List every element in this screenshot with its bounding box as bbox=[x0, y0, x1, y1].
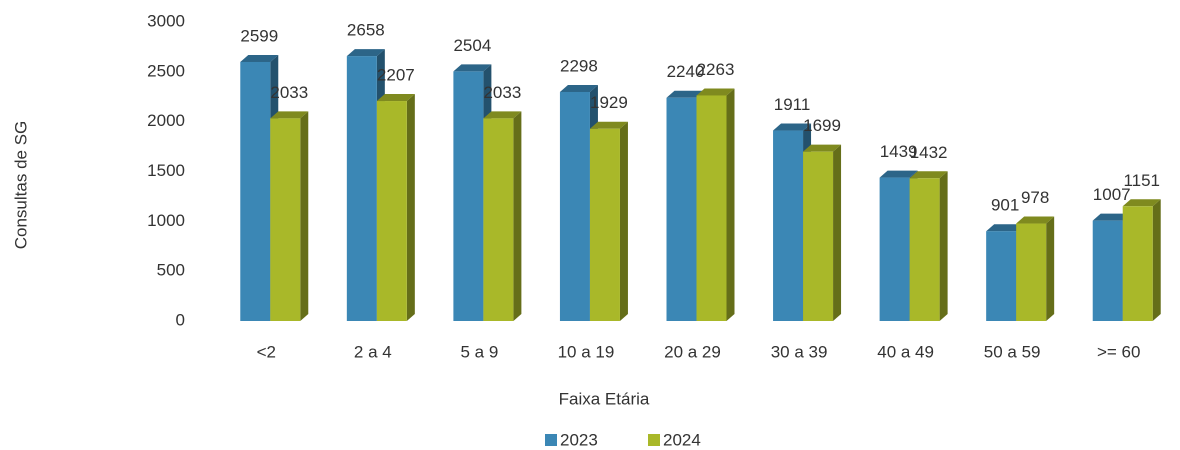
bar-front bbox=[803, 151, 834, 321]
y-tick-label: 2000 bbox=[147, 111, 185, 130]
bar-side bbox=[300, 111, 309, 321]
legend-label: 2023 bbox=[560, 430, 598, 449]
bar-front bbox=[270, 118, 301, 321]
x-tick-label: 2 a 4 bbox=[354, 342, 392, 361]
value-label: 2240 bbox=[667, 62, 705, 81]
bar-top bbox=[986, 224, 1025, 232]
value-label: 1699 bbox=[803, 116, 841, 135]
y-tick-label: 3000 bbox=[147, 11, 185, 30]
value-label: 1007 bbox=[1093, 185, 1131, 204]
bar-front bbox=[453, 71, 484, 322]
x-tick-label: 40 a 49 bbox=[877, 342, 934, 361]
bar-top bbox=[909, 171, 948, 179]
legend-label: 2024 bbox=[663, 430, 701, 449]
bar-front bbox=[666, 97, 697, 321]
y-tick-label: 0 bbox=[176, 310, 185, 329]
value-label: 1432 bbox=[910, 143, 948, 162]
x-tick-label: 10 a 19 bbox=[558, 342, 615, 361]
bar-top bbox=[879, 170, 918, 178]
bar bbox=[1016, 216, 1055, 321]
bar-top bbox=[483, 111, 522, 119]
bar bbox=[270, 111, 309, 321]
y-tick-label: 2500 bbox=[147, 61, 185, 80]
bar-top bbox=[1092, 213, 1131, 221]
bar-side bbox=[619, 121, 628, 321]
y-axis-label: Consultas de SG bbox=[11, 121, 30, 250]
bar-top bbox=[803, 144, 842, 152]
bar bbox=[696, 88, 735, 321]
bar-side bbox=[1046, 216, 1055, 321]
bar bbox=[909, 171, 948, 321]
bar-side bbox=[939, 171, 948, 321]
bar-front bbox=[909, 178, 940, 321]
bar-side bbox=[1152, 199, 1161, 321]
value-label: 2504 bbox=[453, 36, 491, 55]
bar bbox=[1122, 199, 1161, 321]
value-label: 2658 bbox=[347, 21, 385, 40]
bar bbox=[483, 111, 522, 321]
bar-top bbox=[376, 94, 415, 102]
bar-front bbox=[559, 91, 590, 321]
bar-top bbox=[773, 123, 812, 131]
bar-front bbox=[483, 118, 514, 321]
value-label: 978 bbox=[1021, 188, 1049, 207]
value-label: 2033 bbox=[483, 83, 521, 102]
value-label: 2263 bbox=[697, 60, 735, 79]
bar-front bbox=[376, 101, 407, 321]
x-axis-label: Faixa Etária bbox=[559, 389, 650, 408]
value-label: 2599 bbox=[240, 26, 278, 45]
bar bbox=[376, 94, 415, 321]
x-tick-label: <2 bbox=[257, 342, 276, 361]
bar-front bbox=[773, 130, 804, 321]
value-label: 1439 bbox=[880, 142, 918, 161]
legend-swatch bbox=[648, 434, 660, 446]
value-label: 1151 bbox=[1123, 171, 1160, 190]
bar-side bbox=[406, 94, 415, 321]
bar-front bbox=[589, 128, 620, 321]
x-tick-label: >= 60 bbox=[1097, 342, 1141, 361]
y-tick-label: 500 bbox=[157, 261, 185, 280]
x-tick-label: 5 a 9 bbox=[460, 342, 498, 361]
bar-side bbox=[833, 144, 842, 321]
bar bbox=[773, 123, 812, 321]
bar-front bbox=[1092, 220, 1123, 321]
bar-top bbox=[270, 111, 309, 119]
bar-top bbox=[346, 49, 385, 57]
bar bbox=[803, 144, 842, 321]
x-tick-label: 50 a 59 bbox=[984, 342, 1041, 361]
bar-front bbox=[696, 95, 727, 321]
value-label: 2033 bbox=[270, 83, 308, 102]
legend-swatch bbox=[545, 434, 557, 446]
bar-top bbox=[1016, 216, 1055, 224]
bar-front bbox=[986, 231, 1017, 321]
value-label: 901 bbox=[991, 196, 1019, 215]
bar-front bbox=[346, 56, 377, 321]
value-label: 2207 bbox=[377, 66, 415, 85]
bar bbox=[589, 121, 628, 321]
bar-side bbox=[726, 88, 735, 321]
bar-front bbox=[879, 177, 910, 321]
bar-top bbox=[696, 88, 735, 96]
y-tick-label: 1000 bbox=[147, 211, 185, 230]
x-tick-label: 30 a 39 bbox=[771, 342, 828, 361]
bar-front bbox=[1122, 206, 1153, 321]
bar-front bbox=[240, 61, 271, 321]
bar-top bbox=[240, 54, 279, 62]
bar-top bbox=[453, 64, 492, 72]
value-label: 1929 bbox=[590, 93, 628, 112]
bar-top bbox=[666, 90, 705, 98]
value-label: 1911 bbox=[774, 95, 811, 114]
bar-top bbox=[589, 121, 628, 129]
y-tick-label: 1500 bbox=[147, 161, 185, 180]
bar-top bbox=[1122, 199, 1161, 207]
bar-side bbox=[513, 111, 522, 321]
bar-front bbox=[1016, 223, 1047, 321]
value-label: 2298 bbox=[560, 56, 598, 75]
bar-top bbox=[559, 84, 598, 92]
x-tick-label: 20 a 29 bbox=[664, 342, 721, 361]
